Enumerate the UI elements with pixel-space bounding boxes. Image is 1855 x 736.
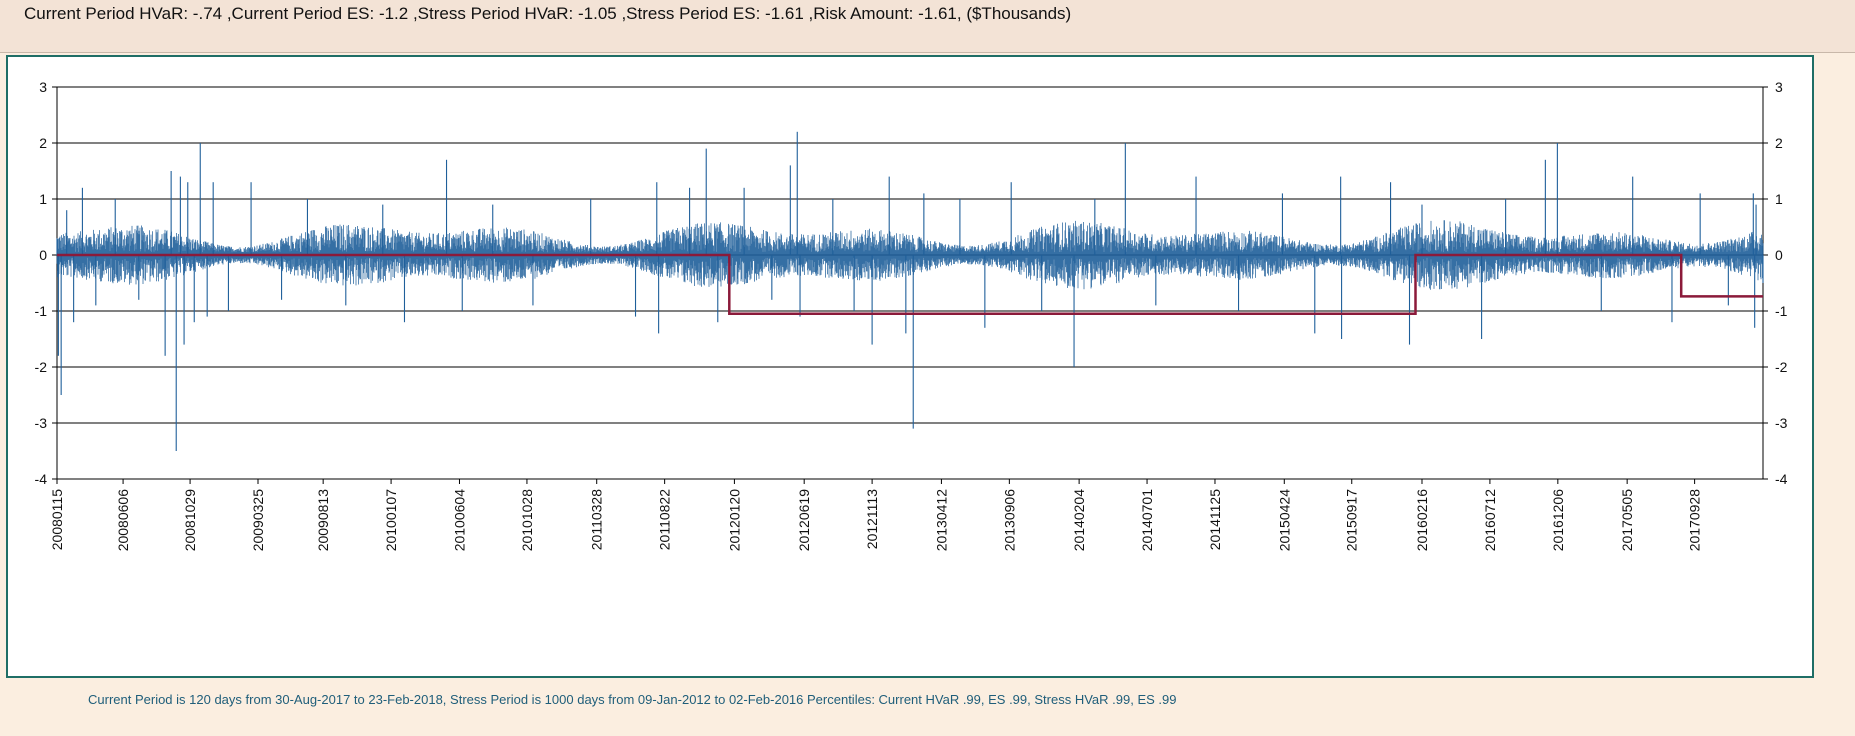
- x-tick-label: 20150917: [1344, 489, 1360, 552]
- y-tick-label-left: 3: [39, 79, 47, 95]
- period-description: Current Period is 120 days from 30-Aug-2…: [88, 692, 1177, 707]
- x-tick-label: 20160712: [1482, 489, 1498, 552]
- y-tick-label-left: 2: [39, 135, 47, 151]
- x-tick-label: 20100604: [451, 489, 467, 552]
- y-tick-label-right: 0: [1775, 247, 1783, 263]
- y-tick-label-left: -2: [35, 359, 48, 375]
- x-tick-label: 20090325: [250, 489, 266, 552]
- plot-area-border: [56, 86, 1764, 480]
- chart-panel: 3 3 2 2 1 1 0 0 -1 -1 -2 -2 -3 -3 -4 -4 20080115 20080606…: [6, 55, 1814, 678]
- x-tick-label: 20100107: [383, 489, 399, 552]
- x-tick-label: 20161206: [1550, 489, 1566, 552]
- y-tick-label-right: 2: [1775, 135, 1783, 151]
- y-tick-label-right: -2: [1775, 359, 1788, 375]
- y-tick-label-left: -4: [35, 471, 48, 487]
- x-tick-label: 20110822: [657, 489, 673, 550]
- y-tick-label-right: 3: [1775, 79, 1783, 95]
- y-tick-label-left: 1: [39, 191, 47, 207]
- x-tick-label: 20120120: [726, 489, 742, 552]
- risk-summary-text: Current Period HVaR: -.74 ,Current Perio…: [24, 4, 1072, 23]
- hvar-step-line: [57, 253, 1763, 316]
- x-tick-label: 20121113: [864, 489, 880, 549]
- y-tick-label-left: 0: [39, 247, 47, 263]
- x-tick-label: 20141125: [1207, 489, 1223, 550]
- x-tick-label: 20110328: [589, 489, 605, 550]
- x-tick-label: 20120619: [796, 489, 812, 552]
- x-tick-label: 20130412: [933, 489, 949, 552]
- y-tick-label-right: 1: [1775, 191, 1783, 207]
- y-tick-label-left: -3: [35, 415, 48, 431]
- x-tick-label: 20140204: [1071, 489, 1087, 552]
- x-tick-label: 20101028: [519, 489, 535, 552]
- y-tick-label-right: -3: [1775, 415, 1788, 431]
- x-tick-label: 20150424: [1276, 489, 1292, 552]
- x-tick-label: 20170928: [1687, 489, 1703, 552]
- x-tick-label: 20130906: [1001, 489, 1017, 552]
- x-tick-label: 20090813: [315, 489, 331, 552]
- x-tick-label: 20170505: [1619, 489, 1635, 552]
- summary-header: Current Period HVaR: -.74 ,Current Perio…: [0, 0, 1855, 53]
- y-tick-label-right: -4: [1775, 471, 1788, 487]
- x-tick-label: 20081029: [182, 489, 198, 552]
- x-tick-label: 20160216: [1414, 489, 1430, 552]
- x-tick-label: 20080606: [115, 489, 131, 552]
- x-tick-label: 20140701: [1139, 489, 1155, 552]
- x-tick-label: 20080115: [49, 489, 65, 550]
- y-tick-label-left: -1: [35, 303, 48, 319]
- y-tick-label-right: -1: [1775, 303, 1788, 319]
